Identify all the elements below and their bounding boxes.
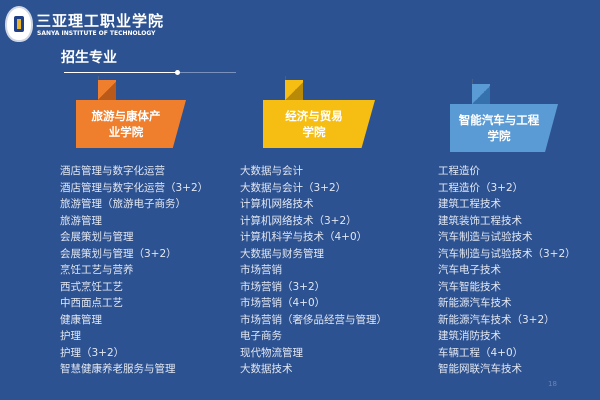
major-item: 电子商务	[240, 330, 282, 342]
major-item: 会展策划与管理	[60, 231, 134, 243]
major-item: 汽车电子技术	[438, 264, 501, 276]
major-item: 旅游管理（旅游电子商务）	[60, 198, 186, 210]
major-item: 护理	[60, 330, 81, 342]
major-item: 车辆工程（4+0）	[438, 346, 524, 359]
major-item: 建筑装饰工程技术	[438, 214, 522, 227]
title-underline	[64, 72, 176, 73]
major-item: 大数据与财务管理	[240, 247, 324, 260]
major-item: 酒店管理与数字化运营	[60, 165, 165, 177]
major-item: 市场营销（3+2）	[240, 280, 326, 293]
major-item: 计算机科学与技术（4+0）	[240, 231, 368, 243]
major-item: 西式烹饪工艺	[60, 280, 123, 293]
title-underline-faint	[176, 72, 236, 73]
major-item: 大数据与会计	[240, 165, 303, 177]
major-item: 智慧健康养老服务与管理	[60, 363, 176, 375]
major-item: 市场营销（4+0）	[240, 297, 326, 309]
major-item: 汽车制造与试验技术	[438, 231, 533, 243]
college-banner-economy: 经济与贸易学院	[263, 100, 375, 148]
major-item: 市场营销	[240, 264, 282, 276]
major-item: 大数据与会计（3+2）	[240, 181, 347, 194]
major-item: 建筑消防技术	[438, 330, 501, 342]
school-logo	[5, 6, 33, 42]
major-item: 中西面点工艺	[60, 297, 123, 309]
major-item: 市场营销（奢侈品经营与管理）	[240, 313, 387, 326]
major-item: 会展策划与管理（3+2）	[60, 247, 177, 260]
major-item: 汽车智能技术	[438, 280, 501, 293]
college-banner-auto: 智能汽车与工程学院	[450, 104, 558, 152]
flag-icon	[98, 80, 116, 102]
page-title: 招生专业	[61, 50, 117, 66]
school-name-en: SANYA INSTITUTE OF TECHNOLOGY	[37, 30, 156, 37]
school-name: 三亚理工职业学院	[36, 12, 165, 30]
major-item: 现代物流管理	[240, 346, 303, 359]
major-list-economy: 大数据与会计大数据与会计（3+2） 计算机网络技术计算机网络技术（3+2） 计算机科…	[240, 163, 387, 378]
major-item: 工程造价	[438, 165, 480, 177]
major-item: 智能网联汽车技术	[438, 363, 522, 375]
underline-dot	[175, 70, 180, 75]
flag-icon	[285, 80, 303, 102]
college-banner-tourism: 旅游与康体产业学院	[76, 100, 186, 148]
major-list-tourism: 酒店管理与数字化运营酒店管理与数字化运营（3+2） 旅游管理（旅游电子商务） 旅游管…	[60, 163, 208, 378]
major-item: 护理（3+2）	[60, 346, 125, 359]
major-list-auto: 工程造价工程造价（3+2） 建筑工程技术建筑装饰工程技术 汽车制造与试验技术汽车制造…	[438, 163, 576, 378]
page-number: 18	[548, 380, 557, 388]
major-item: 新能源汽车技术	[438, 297, 512, 309]
major-item: 健康管理	[60, 313, 102, 326]
major-item: 汽车制造与试验技术（3+2）	[438, 247, 576, 260]
major-item: 新能源汽车技术（3+2）	[438, 313, 555, 326]
major-item: 大数据技术	[240, 363, 293, 375]
flag-icon	[472, 84, 490, 106]
major-item: 酒店管理与数字化运营（3+2）	[60, 181, 209, 194]
major-item: 工程造价（3+2）	[438, 181, 524, 194]
major-item: 烹饪工艺与营养	[60, 264, 134, 276]
major-item: 旅游管理	[60, 214, 102, 227]
major-item: 建筑工程技术	[438, 198, 501, 210]
major-item: 计算机网络技术	[240, 198, 314, 210]
major-item: 计算机网络技术（3+2）	[240, 214, 357, 227]
